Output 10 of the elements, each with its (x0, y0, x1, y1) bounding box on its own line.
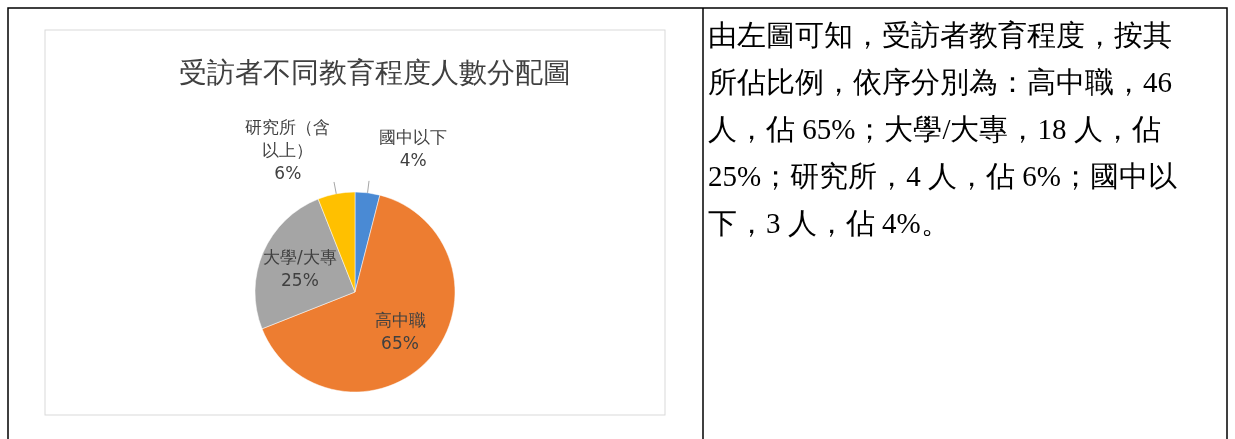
slice-label: 研究所（含以上） (245, 116, 331, 160)
data-label: 6% (274, 162, 302, 183)
data-label: 4% (399, 149, 427, 170)
text: 由左圖可知，受訪者教育程度，按其所佔比例，依序分別為：高中職，46 人，佔 65%；大學/大專，18 人，佔 25%；研究所，4 人，佔 6%；國中以下，3 人，佔 4%。 (708, 18, 1178, 241)
slice-label: 高中職 (374, 310, 426, 331)
data-label: 25% (281, 269, 319, 290)
slice-label: 國中以下 (379, 126, 448, 147)
chart-title: 受訪者不同教育程度人數分配圖 (179, 56, 571, 89)
data-label: 65% (381, 333, 419, 354)
slice-label: 大學/大專 (263, 246, 337, 267)
